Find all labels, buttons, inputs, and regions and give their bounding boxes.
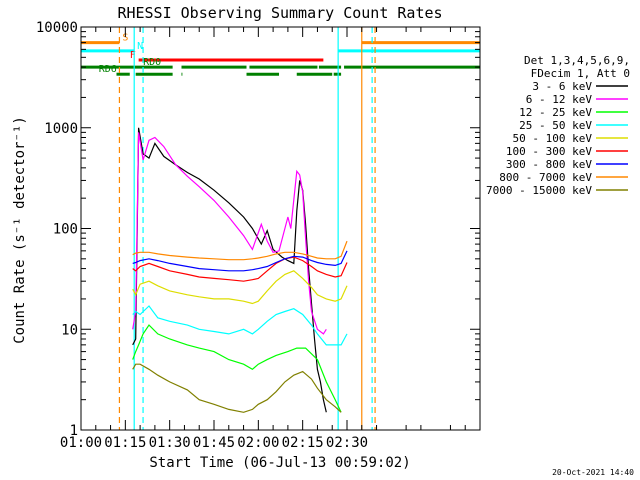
y-tick-label: 1 xyxy=(70,423,78,439)
flag-label-f: F xyxy=(130,50,136,61)
x-axis-label: Start Time (06-Jul-13 00:59:02) xyxy=(149,455,410,471)
x-tick-label: 01:30 xyxy=(149,435,191,451)
legend-label-6-12-kev: 6 - 12 keV xyxy=(526,93,593,106)
y-axis-label: Count Rate (s⁻¹ detector⁻¹) xyxy=(12,116,28,344)
legend-header: Det 1,3,4,5,6,9, xyxy=(524,54,630,67)
plot-background xyxy=(81,27,480,430)
series-line-7000-15000-kev xyxy=(132,363,342,413)
y-tick-label: 10 xyxy=(61,322,78,338)
series-line-800-7000-kev xyxy=(132,240,348,261)
series-line-300-800-kev xyxy=(132,250,348,272)
legend-label-300-800-kev: 300 - 800 keV xyxy=(506,158,592,171)
series-line-25-50-kev xyxy=(132,305,348,346)
y-tick-label: 10000 xyxy=(36,20,78,36)
series-line-100-300-kev xyxy=(132,256,348,282)
series-line-6-12-kev xyxy=(132,132,327,335)
series-line-12-25-kev xyxy=(132,324,342,413)
flag-label-n: N xyxy=(137,41,143,52)
flag-label-rd0: RD0 xyxy=(143,57,161,68)
y-tick-label: 1000 xyxy=(44,121,78,137)
x-tick-label: 02:15 xyxy=(282,435,324,451)
legend-label-50-100-kev: 50 - 100 keV xyxy=(513,132,593,145)
x-tick-label: 02:30 xyxy=(326,435,368,451)
legend-label-7000-15000-kev: 7000 - 15000 keV xyxy=(486,184,592,197)
vertical-markers xyxy=(118,27,376,430)
x-tick-label: 01:00 xyxy=(60,435,102,451)
series-line-50-100-kev xyxy=(132,270,348,305)
plot-area xyxy=(81,27,480,430)
legend-label-800-7000-kev: 800 - 7000 keV xyxy=(499,171,592,184)
y-tick-label: 100 xyxy=(53,222,78,238)
legend-header: FDecim 1, Att 0 xyxy=(531,67,630,80)
x-tick-label: 01:15 xyxy=(104,435,146,451)
axes: 01:00 01:15 01:30 01:45 02:00 02:15 02:30 1 10 10… xyxy=(36,20,481,451)
legend-label-3-6-kev: 3 - 6 keV xyxy=(532,80,592,93)
flag-bars: SNF RD0 RD6 xyxy=(81,33,480,76)
flag-label-s: S xyxy=(122,33,128,44)
x-tick-label: 01:45 xyxy=(193,435,235,451)
flag-label-rd6: RD6 xyxy=(99,64,117,75)
series-line-3-6-kev xyxy=(132,127,327,413)
legend: Det 1,3,4,5,6,9,FDecim 1, Att 03 - 6 keV… xyxy=(486,54,630,197)
legend-label-12-25-kev: 12 - 25 keV xyxy=(519,106,592,119)
legend-label-100-300-kev: 100 - 300 keV xyxy=(506,145,592,158)
series-lines xyxy=(132,127,348,413)
chart-title: RHESSI Observing Summary Count Rates xyxy=(117,4,442,22)
legend-label-25-50-kev: 25 - 50 keV xyxy=(519,119,592,132)
x-tick-label: 02:00 xyxy=(237,435,279,451)
footer-stamp: 20-Oct-2021 14:40 xyxy=(552,468,634,477)
